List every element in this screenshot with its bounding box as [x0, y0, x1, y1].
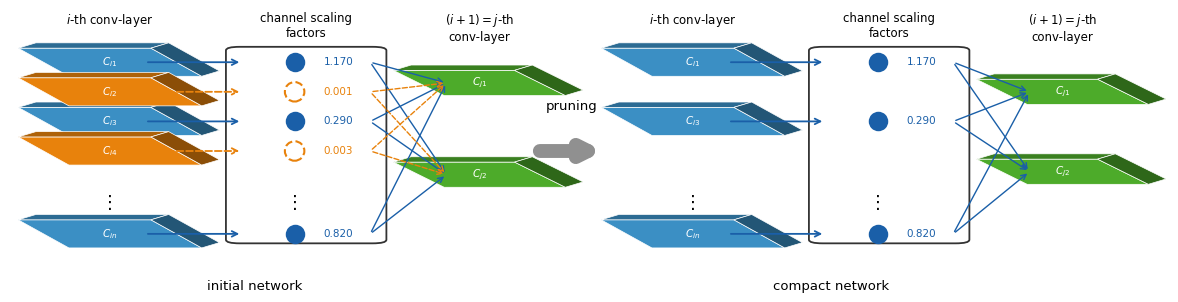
Polygon shape: [18, 220, 201, 248]
Point: [868, 60, 887, 65]
Polygon shape: [977, 74, 1116, 79]
Point: [285, 231, 304, 236]
Polygon shape: [734, 102, 802, 136]
Text: $C_{i3}$: $C_{i3}$: [686, 114, 701, 128]
Text: ⋮: ⋮: [101, 194, 119, 212]
Text: 0.290: 0.290: [324, 116, 353, 127]
Text: $i$-th conv-layer: $i$-th conv-layer: [649, 12, 736, 29]
Text: ⋮: ⋮: [684, 194, 702, 212]
Text: compact network: compact network: [774, 280, 889, 293]
Text: 0.001: 0.001: [324, 87, 353, 97]
Polygon shape: [977, 159, 1149, 184]
Polygon shape: [18, 107, 201, 136]
Polygon shape: [18, 78, 201, 106]
Polygon shape: [151, 132, 219, 165]
Text: ⋮: ⋮: [285, 194, 304, 212]
Polygon shape: [151, 102, 219, 136]
Polygon shape: [1098, 74, 1166, 104]
Text: $C_{i3}$: $C_{i3}$: [102, 114, 118, 128]
Polygon shape: [734, 43, 802, 76]
Text: $C_{j1}$: $C_{j1}$: [471, 76, 487, 90]
Point: [285, 60, 304, 65]
Polygon shape: [601, 107, 785, 136]
Text: ⋮: ⋮: [868, 194, 887, 212]
Text: $C_{j2}$: $C_{j2}$: [1054, 165, 1070, 179]
Text: $i$-th conv-layer: $i$-th conv-layer: [66, 12, 153, 29]
Polygon shape: [601, 214, 752, 220]
Text: channel scaling
factors: channel scaling factors: [260, 12, 352, 40]
Polygon shape: [151, 214, 219, 248]
Polygon shape: [18, 72, 168, 78]
Polygon shape: [18, 132, 168, 137]
Text: 1.170: 1.170: [324, 57, 353, 67]
Polygon shape: [601, 220, 785, 248]
Point: [285, 149, 304, 153]
Polygon shape: [601, 43, 752, 48]
Text: pruning: pruning: [545, 100, 597, 113]
Point: [868, 119, 887, 124]
Polygon shape: [151, 72, 219, 106]
Text: initial network: initial network: [206, 280, 302, 293]
Polygon shape: [601, 102, 752, 107]
Polygon shape: [393, 162, 565, 187]
Point: [285, 119, 304, 124]
Polygon shape: [18, 214, 168, 220]
Point: [285, 89, 304, 94]
Polygon shape: [515, 65, 583, 95]
Text: $C_{i1}$: $C_{i1}$: [686, 55, 701, 69]
Point: [868, 231, 887, 236]
Text: $C_{in}$: $C_{in}$: [102, 227, 118, 241]
Polygon shape: [18, 43, 168, 48]
Polygon shape: [601, 48, 785, 76]
Polygon shape: [515, 157, 583, 187]
Text: $C_{i4}$: $C_{i4}$: [102, 144, 118, 158]
Text: 1.170: 1.170: [907, 57, 937, 67]
Text: $C_{i1}$: $C_{i1}$: [102, 55, 118, 69]
Text: $(i+1)=j$-th
conv-layer: $(i+1)=j$-th conv-layer: [444, 12, 514, 44]
Text: $(i+1)=j$-th
conv-layer: $(i+1)=j$-th conv-layer: [1027, 12, 1097, 44]
Text: 0.003: 0.003: [324, 146, 353, 156]
Polygon shape: [18, 48, 201, 76]
Polygon shape: [393, 157, 532, 162]
Polygon shape: [18, 137, 201, 165]
Text: 0.820: 0.820: [324, 229, 353, 239]
Text: 0.820: 0.820: [907, 229, 937, 239]
Polygon shape: [1098, 154, 1166, 184]
Text: $C_{j1}$: $C_{j1}$: [1054, 85, 1070, 99]
Text: $C_{in}$: $C_{in}$: [686, 227, 701, 241]
Text: $C_{i2}$: $C_{i2}$: [102, 85, 118, 99]
Polygon shape: [977, 79, 1149, 104]
Polygon shape: [151, 43, 219, 76]
Polygon shape: [734, 214, 802, 248]
Polygon shape: [18, 102, 168, 107]
Polygon shape: [977, 154, 1116, 159]
Text: 0.290: 0.290: [907, 116, 937, 127]
Polygon shape: [393, 65, 532, 70]
Text: channel scaling
factors: channel scaling factors: [843, 12, 935, 40]
Polygon shape: [393, 70, 565, 95]
Text: $C_{j2}$: $C_{j2}$: [471, 168, 487, 182]
